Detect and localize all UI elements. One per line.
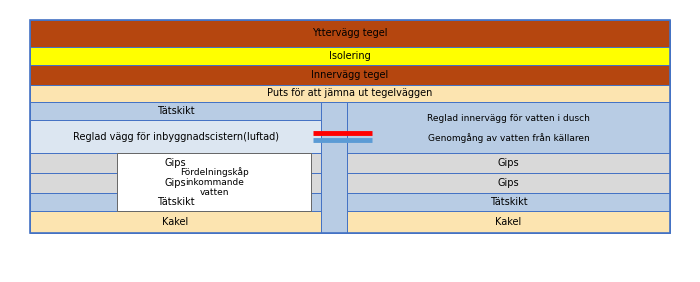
Bar (346, 173, 670, 193)
Text: Innervägg tegel: Innervägg tegel (312, 70, 388, 80)
Text: Gips: Gips (498, 158, 519, 168)
Text: Tätskikt: Tätskikt (489, 197, 527, 207)
Text: Gips: Gips (164, 158, 186, 168)
Bar (30, 65, 670, 85)
Bar (30, 120, 321, 153)
Bar (346, 153, 670, 173)
Text: Reglad vägg för inbyggnadscistern(luftad): Reglad vägg för inbyggnadscistern(luftad… (73, 131, 279, 142)
Text: Reglad innervägg för vatten i dusch: Reglad innervägg för vatten i dusch (427, 114, 590, 123)
Bar (346, 211, 670, 233)
Bar (346, 102, 670, 153)
Bar (30, 153, 321, 173)
Text: Genomgång av vatten från källaren: Genomgång av vatten från källaren (428, 133, 589, 143)
Text: Isolering: Isolering (329, 51, 371, 61)
Bar (30, 102, 321, 120)
Text: Puts för att jämna ut tegelväggen: Puts för att jämna ut tegelväggen (267, 89, 433, 98)
Text: Kakel: Kakel (496, 217, 522, 227)
Text: Gips: Gips (498, 178, 519, 188)
Bar (30, 20, 670, 47)
Bar (30, 20, 670, 233)
Text: Kakel: Kakel (162, 217, 189, 227)
Text: Gips: Gips (164, 178, 186, 188)
Text: Tätskikt: Tätskikt (157, 106, 195, 116)
Bar (118, 153, 311, 211)
Bar (346, 193, 670, 211)
Text: Tätskikt: Tätskikt (157, 197, 195, 207)
Bar (30, 85, 670, 102)
Bar (30, 211, 321, 233)
Bar (30, 173, 321, 193)
Bar (30, 47, 670, 65)
Text: Fördelningskåp
inkommande
vatten: Fördelningskåp inkommande vatten (180, 167, 248, 197)
Text: Yttervägg tegel: Yttervägg tegel (312, 28, 388, 39)
Bar (30, 193, 321, 211)
Bar (321, 102, 346, 233)
